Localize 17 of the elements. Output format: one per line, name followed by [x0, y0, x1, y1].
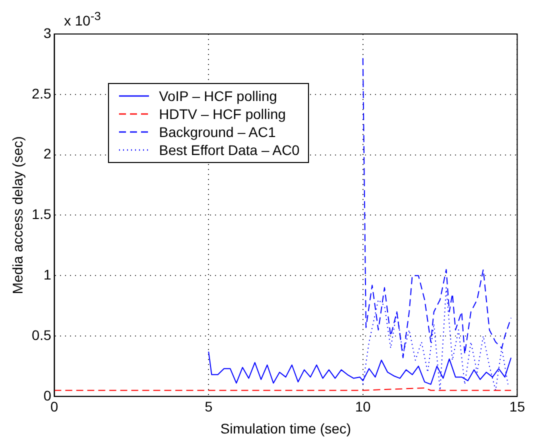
y-tick-label: 1	[43, 266, 52, 282]
y-tick-label: 1.5	[32, 206, 52, 222]
legend-label: Best Effort Data – AC0	[159, 141, 300, 159]
x-tick-label: 10	[355, 398, 371, 415]
y-tick-label: 3	[43, 24, 52, 41]
x-tick-label: 5	[204, 398, 213, 415]
legend-label: HDTV – HCF polling	[159, 105, 286, 123]
x-tick-label: 15	[509, 398, 526, 415]
y-tick-label: 2.5	[32, 85, 52, 102]
legend-label: Background – AC1	[159, 123, 276, 141]
legend-label: VoIP – HCF polling	[159, 87, 278, 105]
y-tick-label: 0.5	[32, 326, 52, 343]
y-tick-label: 0	[43, 387, 52, 404]
y-axis-title: Media access delay (sec)	[9, 136, 26, 294]
text: x 10$^{-3}$	[64, 10, 101, 29]
y-tick-label: 2	[43, 146, 52, 162]
x-axis-title: Simulation time (sec)	[220, 420, 352, 436]
